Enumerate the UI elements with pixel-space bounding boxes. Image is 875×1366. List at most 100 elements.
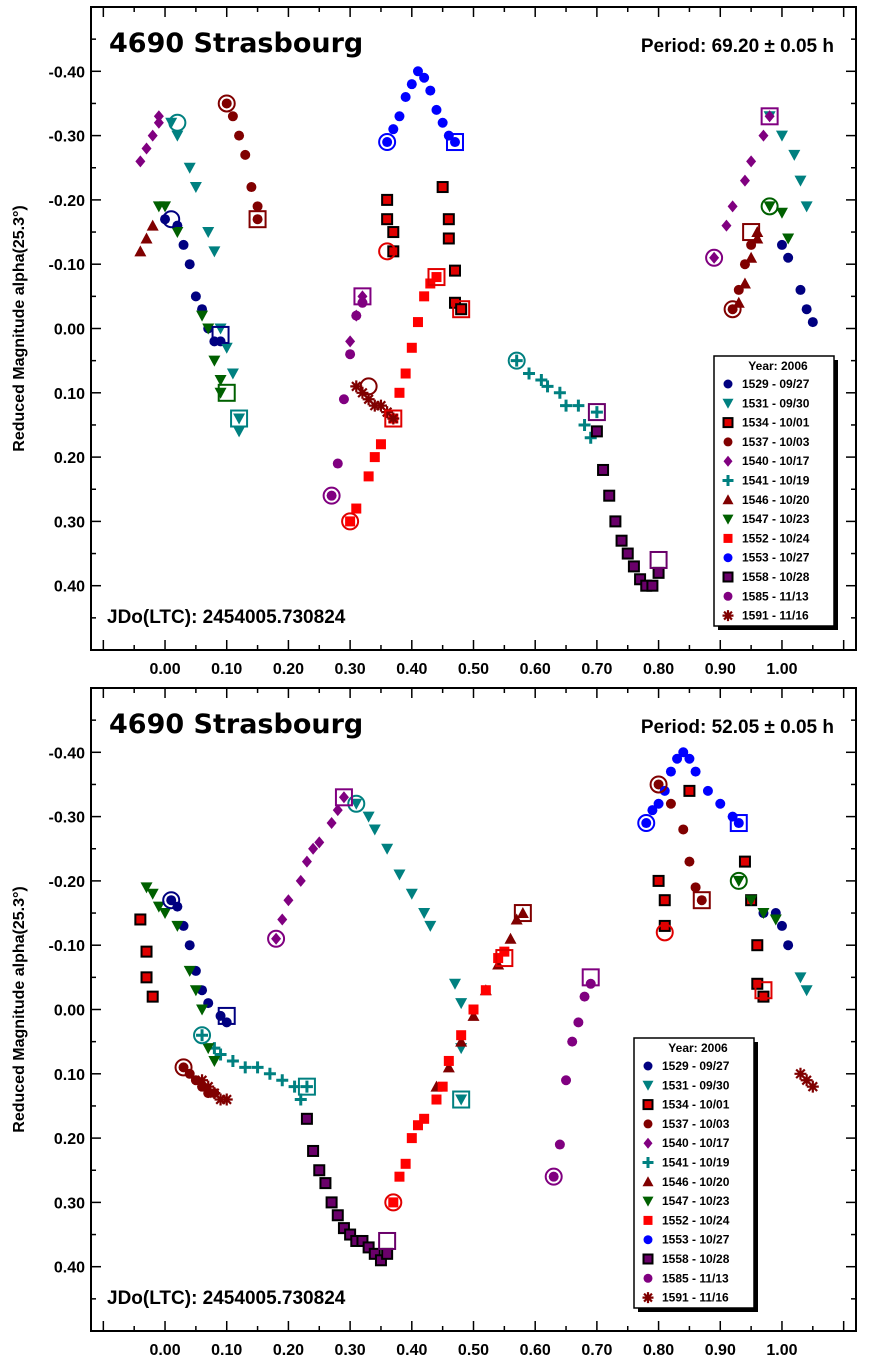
data-point: [642, 1196, 654, 1207]
legend-entry: 1531 - 09/30: [662, 1078, 730, 1092]
data-point: [738, 277, 751, 289]
x-tick-label: 0.40: [396, 661, 427, 678]
data-point: [455, 1035, 468, 1047]
legend-entry: 1529 - 09/27: [662, 1059, 730, 1073]
data-point: [189, 985, 202, 997]
data-point: [684, 856, 695, 867]
data-point: [560, 399, 573, 412]
data-point: [214, 1048, 227, 1061]
data-point: [603, 489, 616, 502]
legend: Year: 2006 1529 - 09/27 1531 - 09/30 1534 -…: [713, 355, 838, 630]
y-tick-label: -0.10: [49, 938, 86, 955]
data-point: [331, 1209, 344, 1222]
chart-panel-2: 0.00 0.10 0.20 0.30 0.40 0.50 0.60 0.70 0.80 0.90…: [11, 687, 857, 1359]
data-point: [643, 1137, 653, 1149]
data-point: [208, 1087, 221, 1100]
data-point: [406, 342, 417, 353]
legend-box: [713, 355, 835, 627]
data-point: [647, 805, 658, 816]
end-marker: [384, 409, 403, 428]
x-tick-label: 0.80: [643, 1342, 674, 1359]
end-marker: [581, 968, 600, 987]
jd-annotation: JDo(LTC): 2454005.730824: [107, 607, 346, 628]
legend-entry: 1591 - 11/16: [662, 1291, 729, 1305]
data-point: [412, 317, 423, 328]
data-point: [202, 227, 215, 239]
data-point: [523, 367, 536, 380]
data-point: [393, 869, 406, 881]
data-point: [276, 1074, 289, 1087]
data-point: [400, 368, 411, 379]
data-point: [746, 155, 757, 168]
data-point: [350, 798, 363, 810]
data-point: [723, 437, 733, 447]
data-point: [442, 1061, 455, 1073]
data-point: [351, 503, 362, 514]
data-point: [585, 978, 596, 989]
x-tick-label: 0.10: [211, 661, 242, 678]
data-point: [405, 888, 418, 900]
data-point: [189, 182, 202, 194]
data-point: [567, 1036, 578, 1047]
legend-title: Year: 2006: [668, 1041, 728, 1055]
data-point: [678, 824, 689, 835]
data-point: [140, 971, 153, 984]
data-point: [722, 494, 734, 505]
data-point: [381, 406, 394, 419]
data-point: [178, 239, 189, 250]
legend-entry: 1553 - 10/27: [662, 1233, 730, 1247]
data-point: [424, 920, 437, 932]
end-marker: [760, 107, 779, 126]
data-point: [643, 1215, 653, 1225]
data-point: [221, 1017, 232, 1028]
data-point: [807, 317, 818, 328]
y-tick-label: 0.00: [54, 1003, 85, 1020]
data-point: [300, 1112, 313, 1125]
data-point: [412, 1120, 423, 1131]
legend-entry: 1537 - 10/03: [662, 1117, 730, 1131]
data-point: [783, 940, 794, 951]
data-point: [723, 379, 733, 389]
data-point: [431, 1094, 442, 1105]
x-tick-label: 0.60: [520, 1342, 551, 1359]
data-point: [642, 1253, 654, 1265]
legend-entry: 1552 - 10/24: [742, 531, 810, 545]
data-point: [140, 945, 153, 958]
data-point: [758, 129, 769, 142]
data-point: [442, 232, 455, 245]
data-point: [214, 387, 227, 399]
data-point: [412, 66, 423, 77]
data-point: [387, 412, 400, 425]
data-point: [642, 1099, 654, 1111]
data-point: [351, 310, 362, 321]
legend-entry: 1534 - 10/01: [662, 1098, 730, 1112]
data-point: [800, 985, 813, 997]
data-point: [419, 72, 430, 83]
data-point: [214, 374, 227, 386]
data-point: [418, 908, 431, 920]
y-tick-label: 0.40: [54, 579, 85, 596]
data-point: [615, 534, 628, 547]
data-point: [345, 335, 356, 348]
start-marker: [174, 1058, 193, 1077]
data-point: [800, 201, 813, 213]
data-point: [722, 417, 734, 429]
data-point: [764, 110, 775, 123]
end-marker: [230, 409, 249, 428]
data-point: [642, 1157, 654, 1168]
data-point: [345, 349, 356, 360]
data-point: [561, 1075, 572, 1086]
data-point: [184, 940, 195, 951]
data-point: [776, 920, 787, 931]
data-point: [368, 1247, 381, 1260]
data-point: [140, 232, 153, 244]
data-point: [419, 1113, 430, 1124]
data-point: [152, 901, 165, 913]
data-point: [449, 137, 460, 148]
data-point: [572, 399, 585, 412]
end-marker: [353, 287, 372, 306]
legend-entry: 1537 - 10/03: [742, 435, 810, 449]
y-tick-label: 0.20: [54, 450, 85, 467]
data-point: [642, 1292, 654, 1304]
data-point: [295, 874, 306, 887]
